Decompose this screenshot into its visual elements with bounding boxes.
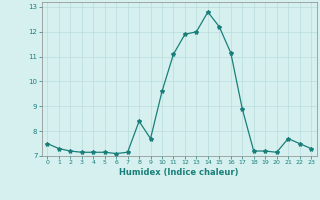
X-axis label: Humidex (Indice chaleur): Humidex (Indice chaleur) <box>119 168 239 177</box>
